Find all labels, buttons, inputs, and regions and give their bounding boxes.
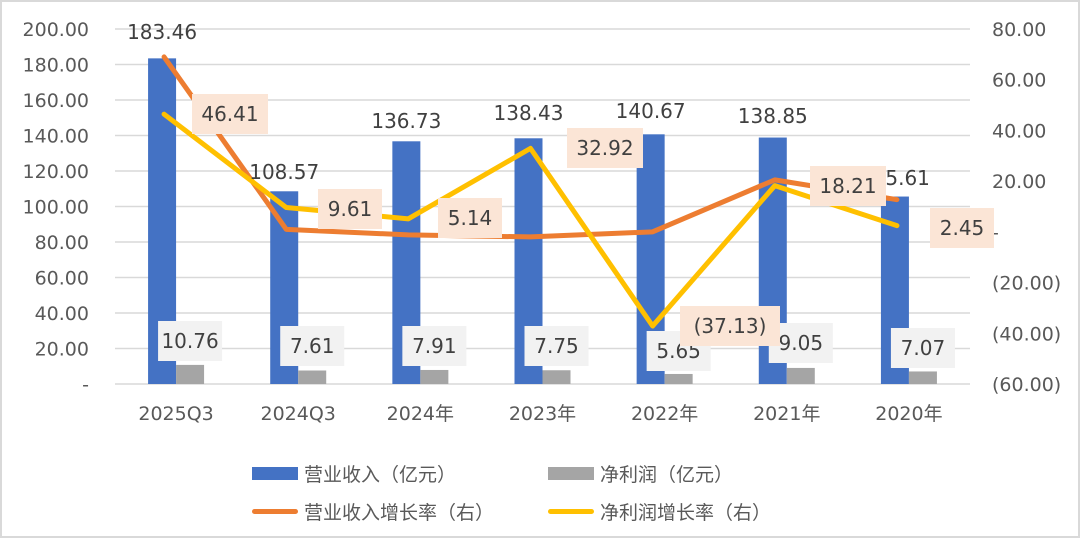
legend-row-2: 营业收入增长率（右） 净利润增长率（右） [252,492,852,530]
legend-swatch-revenue [252,466,298,480]
net-profit-growth-label-box [192,94,268,134]
net-profit-growth-line [161,111,900,329]
legend-item-net-profit-growth: 净利润增长率（右） [548,498,771,525]
y-right-tick-label: (40.00) [992,323,1061,345]
net-profit-value-label: 7.91 [412,334,457,358]
net-profit-value-label: 7.07 [901,336,946,360]
net-profit-growth-label-box [567,128,643,168]
net-profit-growth-value-label: 2.45 [940,216,985,240]
y-right-tick-label: 20.00 [992,171,1046,193]
net-profit-bar [542,370,571,384]
net-profit-value-label: 7.75 [534,334,579,358]
y-left-tick-label: 40.00 [35,303,89,325]
net-profit-growth-label-box [810,166,886,206]
y-left-tick-label: 60.00 [35,268,89,290]
y-right-tick-label: 40.00 [992,120,1046,142]
net-profit-growth-label-box [680,306,780,346]
net-profit-bar [420,369,449,384]
legend-item-revenue: 营业收入（亿元） [252,460,548,487]
x-tick-label: 2022年 [631,403,698,425]
legend-label-revenue: 营业收入（亿元） [304,463,457,486]
y-right-tick-label: (20.00) [992,273,1061,295]
net-profit-label-box [158,321,223,361]
revenue-growth-line [161,54,900,240]
net-profit-bar [664,373,693,384]
net-profit-label-box [402,326,467,366]
chart-legend: 营业收入（亿元） 净利润（亿元） 营业收入增长率（右） 净利润增长率（右） [252,454,852,530]
net-profit-value-label: 7.61 [290,334,335,358]
x-tick-label: 2025Q3 [138,403,213,425]
y-left-tick-label: 200.00 [23,19,89,41]
legend-swatch-revenue-growth [252,508,298,514]
revenue-value-label: 138.43 [494,101,564,125]
y-left-tick-label: - [82,374,89,396]
revenue-value-label: 183.46 [127,20,197,44]
net-profit-growth-label-box [930,208,994,248]
net-profit-value-label: 9.05 [779,331,824,355]
y-left-tick-label: 120.00 [23,161,89,183]
net-profit-growth-value-label: (37.13) [694,314,767,338]
legend-label-net-profit-growth: 净利润增长率（右） [600,501,772,524]
net-profit-growth-value-label: 46.41 [201,102,258,126]
revenue-value-label: 136.73 [371,109,441,133]
legend-swatch-net-profit-growth [548,508,594,514]
y-left-tick-label: 20.00 [35,339,89,361]
x-tick-label: 2024年 [387,403,454,425]
legend-item-net-profit: 净利润（亿元） [548,460,733,487]
net-profit-growth-label-box [318,189,382,229]
y-right-tick-label: 80.00 [992,19,1046,41]
legend-label-net-profit: 净利润（亿元） [600,463,734,486]
y-right-tick-label: 60.00 [992,70,1046,92]
net-profit-growth-value-label: 32.92 [576,136,633,160]
revenue-value-label: 140.67 [616,99,686,123]
net-profit-growth-value-label: 18.21 [819,174,876,198]
revenue-value-label: 138.85 [738,104,808,128]
y-right-tick-label: (60.00) [992,374,1061,396]
net-profit-value-label: 10.76 [161,329,218,353]
legend-swatch-net-profit [548,466,594,480]
y-right-tick-label: - [992,222,999,244]
x-tick-label: 2020年 [875,403,942,425]
legend-item-revenue-growth: 营业收入增长率（右） [252,498,548,525]
net-profit-label-box [280,326,345,366]
net-profit-label-box [890,328,955,368]
revenue-value-label: 108.57 [249,160,319,184]
net-profit-growth-value-label: 5.14 [448,206,493,230]
legend-row-1: 营业收入（亿元） 净利润（亿元） [252,454,852,492]
y-left-tick-label: 160.00 [23,90,89,112]
net-profit-growth-label-box [438,198,502,238]
net-profit-growth-value-label: 9.61 [328,197,373,221]
legend-label-revenue-growth: 营业收入增长率（右） [304,501,495,524]
y-left-tick-label: 140.00 [23,126,89,148]
net-profit-label-box [524,326,589,366]
net-profit-bar [908,371,937,384]
chart-plot: - 20.00 40.00 60.00 80.00 100.00 120.00 140.00 1… [23,19,1062,425]
x-tick-label: 2023年 [509,403,576,425]
net-profit-bar [298,370,327,384]
y-left-tick-label: 80.00 [35,232,89,254]
y-left-tick-label: 180.00 [23,55,89,77]
x-tick-label: 2024Q3 [261,403,336,425]
net-profit-bar [176,364,205,384]
net-profit-bar [786,367,815,384]
y-left-tick-label: 100.00 [23,197,89,219]
x-tick-label: 2021年 [753,403,820,425]
